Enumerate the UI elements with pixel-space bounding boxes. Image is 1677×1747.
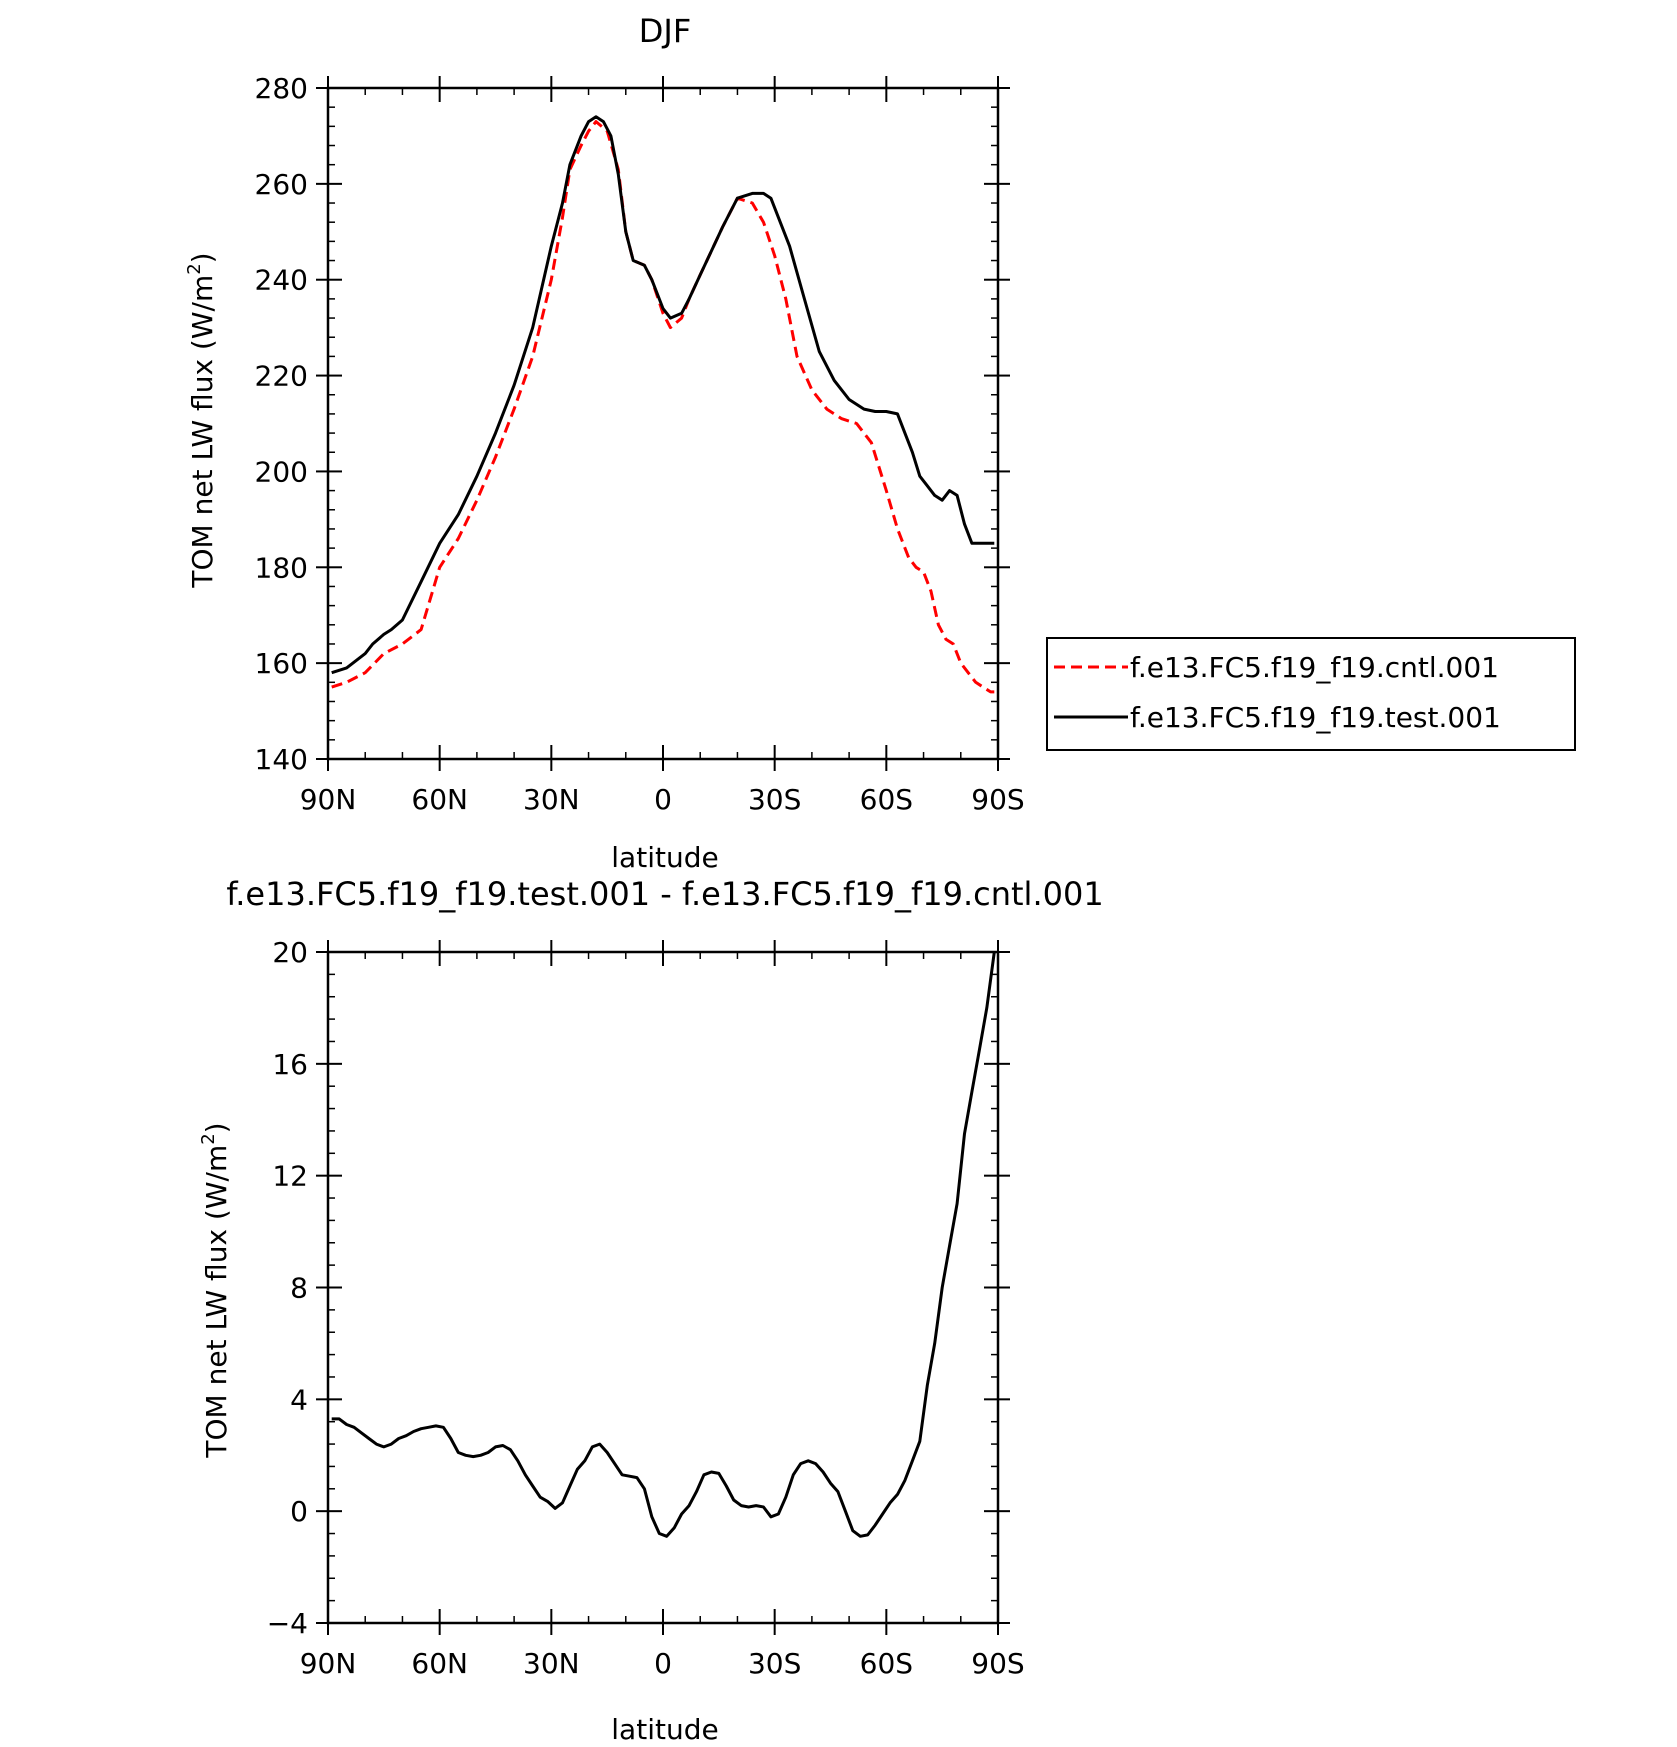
- bottom-x-tick-label: 0: [654, 1647, 672, 1680]
- bottom-x-axis-title: latitude: [611, 1713, 718, 1746]
- bottom-panel: f.e13.FC5.f19_f19.test.001 - f.e13.FC5.f…: [198, 875, 1104, 1746]
- top-plot-frame: [326, 86, 1000, 761]
- top-x-tick-label: 60N: [411, 783, 468, 816]
- top-y-tick-label: 180: [255, 551, 308, 584]
- top-y-tick-label: 280: [255, 72, 308, 105]
- top-y-tick-label: 220: [255, 360, 308, 393]
- legend-label-test: f.e13.FC5.f19_f19.test.001: [1130, 701, 1501, 734]
- top-axes: 140 160 180 200 220 240 260 280 90N 60N 30N 0 30S 60S…: [255, 72, 1025, 816]
- bottom-series-line-0: [331, 951, 996, 1538]
- bottom-y-tick-label: −4: [267, 1607, 308, 1640]
- bottom-x-tick-label: 60N: [411, 1647, 468, 1680]
- top-series-line-1: [331, 115, 995, 675]
- top-plot-title: DJF: [639, 12, 691, 50]
- bottom-y-tick-label: 4: [290, 1383, 308, 1416]
- top-x-tick-label: 30N: [523, 783, 580, 816]
- top-x-tick-label: 60S: [860, 783, 913, 816]
- bottom-x-tick-label: 90S: [971, 1647, 1024, 1680]
- legend: f.e13.FC5.f19_f19.cntl.001 f.e13.FC5.f19…: [1046, 637, 1576, 751]
- bottom-plot-title: f.e13.FC5.f19_f19.test.001 - f.e13.FC5.f…: [226, 875, 1103, 913]
- top-y-axis-title: TOM net LW flux (W/m2): [184, 252, 219, 588]
- top-x-tick-label: 90S: [971, 783, 1024, 816]
- top-x-tick-label: 30S: [748, 783, 801, 816]
- bottom-y-tick-label: 0: [290, 1495, 308, 1528]
- top-y-tick-label: 260: [255, 168, 308, 201]
- bottom-series-lines: [331, 951, 996, 1538]
- top-y-tick-label: 140: [255, 743, 308, 776]
- top-y-tick-label: 160: [255, 647, 308, 680]
- top-x-tick-label: 0: [654, 783, 672, 816]
- bottom-plot-frame: [326, 950, 1000, 1625]
- top-series-line-0: [331, 120, 995, 694]
- top-series-lines: [331, 115, 995, 694]
- bottom-axes: −4 0 4 8 12 16 20 90N 60N 30N 0 30S 60S 90S: [267, 936, 1025, 1680]
- top-x-tick-label: 90N: [300, 783, 357, 816]
- legend-label-cntl: f.e13.FC5.f19_f19.cntl.001: [1130, 651, 1499, 684]
- top-x-axis-title: latitude: [611, 841, 718, 874]
- legend-box: [1046, 637, 1576, 751]
- bottom-y-tick-label: 20: [272, 936, 308, 969]
- bottom-y-tick-label: 16: [272, 1048, 308, 1081]
- bottom-x-tick-label: 60S: [860, 1647, 913, 1680]
- bottom-x-tick-label: 30S: [748, 1647, 801, 1680]
- bottom-y-tick-label: 8: [290, 1272, 308, 1305]
- top-y-tick-label: 240: [255, 264, 308, 297]
- bottom-x-tick-label: 90N: [300, 1647, 357, 1680]
- bottom-y-axis-title: TOM net LW flux (W/m2): [198, 1122, 233, 1458]
- top-panel: DJF 140 160 180 200 220 240 260 280 90N 60N 30N 0 30…: [184, 12, 1576, 874]
- bottom-y-tick-label: 12: [272, 1160, 308, 1193]
- top-y-tick-label: 200: [255, 455, 308, 488]
- bottom-x-tick-label: 30N: [523, 1647, 580, 1680]
